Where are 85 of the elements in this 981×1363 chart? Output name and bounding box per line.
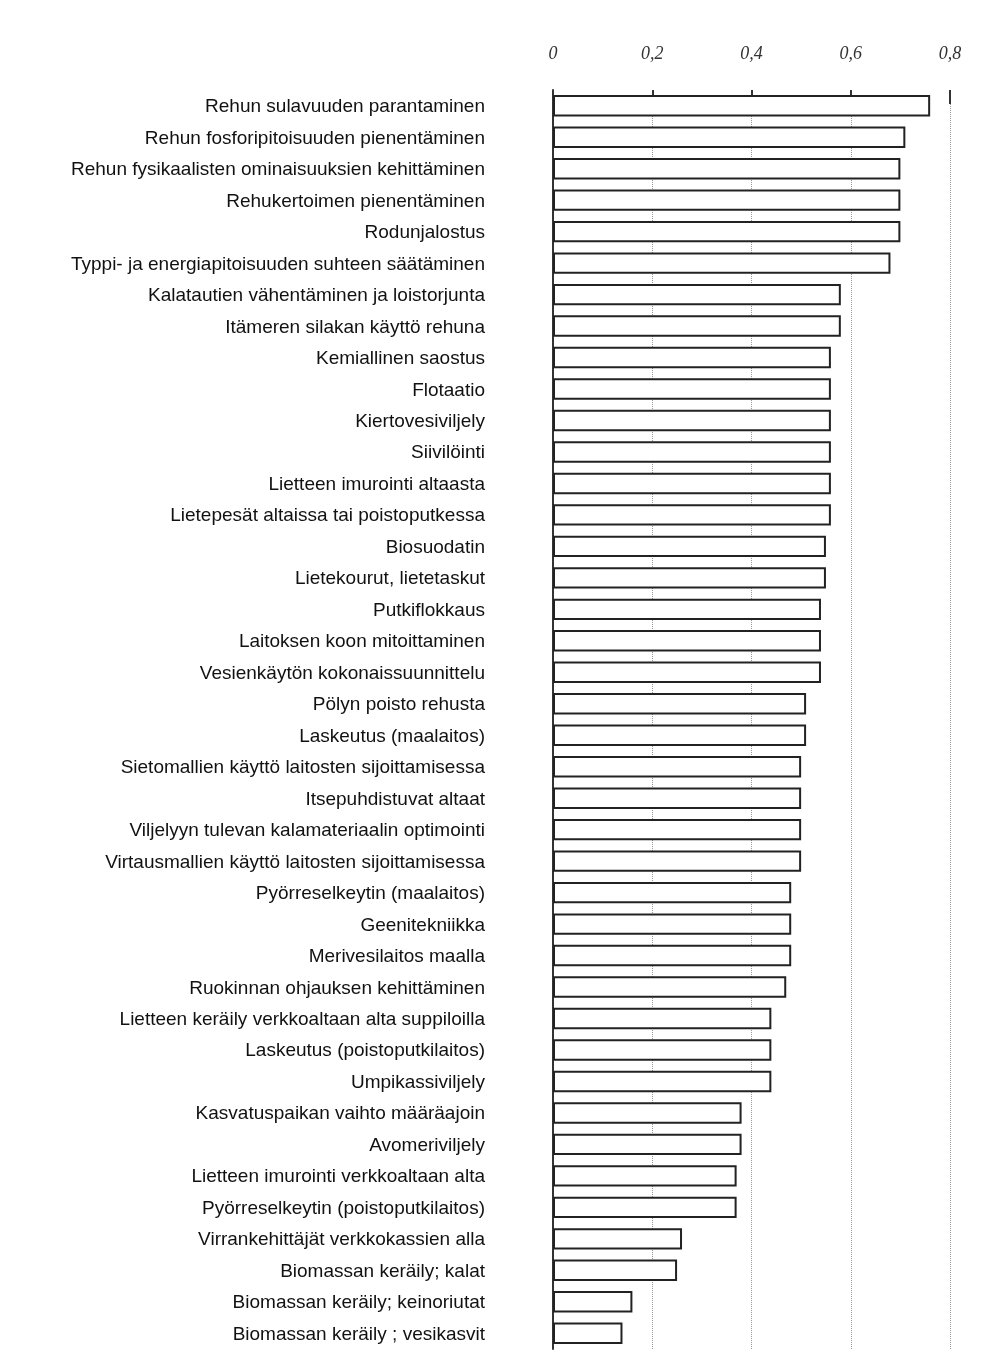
bar <box>553 1070 772 1093</box>
y-tick-label: Virrankehittäjät verkkokassien alla <box>198 1228 486 1250</box>
bar <box>553 850 802 872</box>
bar <box>553 472 831 495</box>
bar <box>553 881 792 904</box>
bar <box>553 252 891 274</box>
y-tick-label: Lietteen keräily verkkoaltaan alta suppiloilla <box>119 1008 486 1030</box>
y-tick-label: Laskeutus (poistoputkilaitos) <box>245 1039 485 1061</box>
y-tick-label: Avomeriviljely <box>369 1133 486 1155</box>
y-tick-label: Lietteen imurointi verkkoaltaan alta <box>191 1165 486 1187</box>
x-tick-label: 0,8 <box>938 43 962 63</box>
y-tick-label: Rehun fosforipitoisuuden pienentäminen <box>144 126 485 148</box>
bar <box>553 315 841 337</box>
bar <box>553 1259 678 1282</box>
y-tick-label: Rehun sulavuuden parantaminen <box>205 95 485 117</box>
y-tick-label: Rodunjalostus <box>364 221 485 243</box>
y-tick-label: Biomassan keräily ; vesikasvit <box>232 1322 486 1344</box>
bar <box>553 378 831 400</box>
y-tick-label: Rehukertoimen pienentäminen <box>226 189 485 211</box>
bar <box>553 1039 772 1061</box>
y-tick-label: Itsepuhdistuvat altaat <box>305 787 486 809</box>
bar <box>553 95 931 117</box>
bar <box>553 535 826 558</box>
x-tick-label: 0,6 <box>839 43 862 63</box>
bar <box>553 1291 633 1313</box>
bar <box>553 1102 742 1124</box>
y-tick-label: Geenitekniikka <box>360 913 486 935</box>
y-tick-label: Sietomallien käyttö laitosten sijoittamisessa <box>120 756 486 778</box>
bar <box>553 409 831 432</box>
y-tick-label: Vesienkäytön kokonaissuunnittelu <box>199 661 485 683</box>
bar <box>553 157 901 180</box>
y-tick-label: Flotaatio <box>412 378 485 400</box>
bar <box>553 283 841 306</box>
y-tick-label: Pyörreselkeytin (maalaitos) <box>255 882 485 904</box>
y-tick-label: Laskeutus (maalaitos) <box>299 724 485 746</box>
bar <box>553 189 901 211</box>
y-tick-label: Lietteen imurointi altaasta <box>268 472 486 494</box>
x-tick-label: 0,4 <box>740 43 763 63</box>
y-tick-label: Putkiflokkaus <box>373 598 485 620</box>
bar <box>553 976 787 998</box>
bar <box>553 630 821 652</box>
bar <box>553 1196 737 1219</box>
y-tick-label: Kasvatuspaikan vaihto määräajoin <box>195 1102 485 1124</box>
bar <box>553 944 792 967</box>
y-tick-label: Kiertovesiviljely <box>355 409 486 431</box>
y-tick-label: Kalatautien vähentäminen ja loistorjunta <box>148 284 486 306</box>
y-tick-label: Lietepesät altaissa tai poistoputkessa <box>170 504 486 526</box>
y-tick-label: Itämeren silakan käyttö rehuna <box>225 315 486 337</box>
bar <box>553 787 802 809</box>
bar <box>553 126 906 148</box>
x-tick-label: 0,2 <box>641 43 664 63</box>
bar <box>553 567 826 589</box>
y-tick-label: Biomassan keräily; kalat <box>280 1259 486 1281</box>
bar <box>553 756 802 778</box>
y-tick-label: Biomassan keräily; keinoriutat <box>232 1291 486 1313</box>
y-tick-label: Viljelyyn tulevan kalamateriaalin optimointi <box>129 819 485 841</box>
y-tick-label: Merivesilaitos maalla <box>308 945 486 967</box>
bar <box>553 661 821 683</box>
y-tick-label: Pölyn poisto rehusta <box>312 693 486 715</box>
bar <box>553 1133 742 1156</box>
y-tick-label: Laitoksen koon mitoittaminen <box>238 630 485 652</box>
bar <box>553 598 821 621</box>
bar <box>553 1007 772 1030</box>
bar <box>553 693 807 715</box>
y-tick-label: Pyörreselkeytin (poistoputkilaitos) <box>201 1196 485 1218</box>
y-tick-label: Umpikassiviljely <box>350 1070 486 1092</box>
y-tick-label: Kemiallinen saostus <box>316 347 485 369</box>
bar <box>553 1228 683 1250</box>
y-tick-label: Biosuodatin <box>385 535 485 557</box>
y-tick-label: Lietekourut, lietetaskut <box>294 567 486 589</box>
bar <box>553 1322 623 1344</box>
x-tick-label: 0 <box>548 43 558 63</box>
bar <box>553 504 831 526</box>
y-tick-label: Typpi- ja energiapitoisuuden suhteen säätäminen <box>70 252 485 274</box>
y-tick-label: Virtausmallien käyttö laitosten sijoittamisessa <box>105 850 486 872</box>
bar <box>553 346 831 369</box>
y-tick-label: Siivilöinti <box>411 441 485 463</box>
bar <box>553 913 792 935</box>
y-tick-label: Ruokinnan ohjauksen kehittäminen <box>189 976 485 998</box>
bar <box>553 818 802 841</box>
bar <box>553 220 901 243</box>
y-tick-label: Rehun fysikaalisten ominaisuuksien kehittäminen <box>70 158 485 180</box>
bar <box>553 441 831 463</box>
bar <box>553 724 807 746</box>
bar <box>553 1165 737 1187</box>
